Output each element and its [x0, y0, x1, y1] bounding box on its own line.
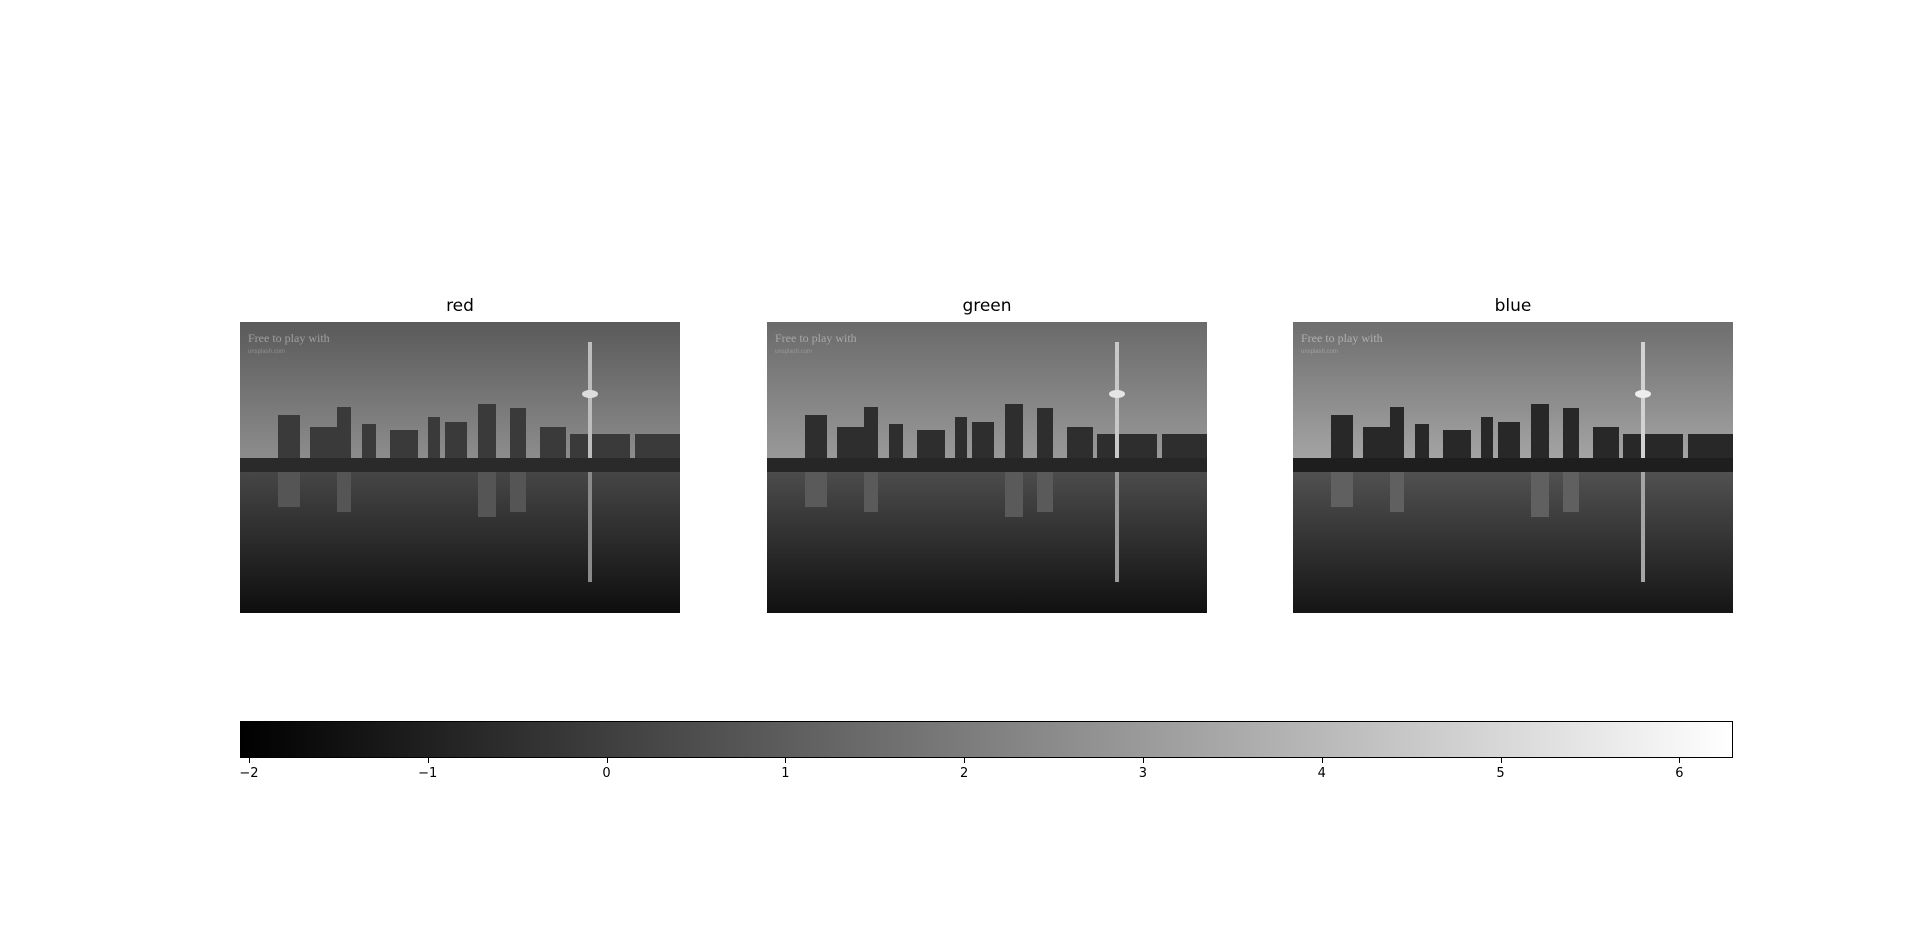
- colorbar-tick: [1321, 758, 1323, 763]
- colorbar-tick: [1142, 758, 1144, 763]
- colorbar-tick-label: 5: [1496, 766, 1505, 781]
- colorbar-tick: [1500, 758, 1502, 763]
- svg-text:unsplash.com: unsplash.com: [1301, 349, 1338, 355]
- colorbar-tick-label: 2: [960, 766, 969, 781]
- colorbar-tick-label: 3: [1138, 766, 1148, 781]
- colorbar-tick-label: 0: [602, 766, 611, 781]
- colorbar-tick: [606, 758, 608, 763]
- colorbar-tick-label: −1: [418, 766, 438, 781]
- colorbar-tick-label: 6: [1675, 766, 1684, 781]
- colorbar-tick: [1679, 758, 1681, 763]
- panel-title-blue: blue: [1494, 296, 1532, 316]
- watermark-text-red: Free to play with: [248, 331, 330, 345]
- skyline-image-green: Free to play with unsplash.com: [767, 322, 1207, 613]
- image-panel-red: Free to play with unsplash.com: [240, 322, 680, 613]
- image-panel-blue: Free to play with unsplash.com: [1293, 322, 1733, 613]
- colorbar-tick-label: 4: [1317, 766, 1326, 781]
- colorbar: [240, 721, 1733, 758]
- svg-text:unsplash.com: unsplash.com: [248, 349, 285, 355]
- colorbar-tick: [427, 758, 429, 763]
- colorbar-tick: [964, 758, 966, 763]
- image-panel-green: Free to play with unsplash.com: [767, 322, 1207, 613]
- colorbar-tick-label: 1: [781, 766, 790, 781]
- svg-text:unsplash.com: unsplash.com: [775, 349, 812, 355]
- colorbar-tick: [785, 758, 787, 763]
- panel-title-green: green: [962, 296, 1012, 316]
- watermark-text-green: Free to play with: [775, 331, 857, 345]
- panel-title-red: red: [446, 296, 474, 316]
- watermark-text-blue: Free to play with: [1301, 331, 1383, 345]
- colorbar-tick-label: −2: [239, 766, 259, 781]
- skyline-image-blue: Free to play with unsplash.com: [1293, 322, 1733, 613]
- colorbar-tick: [248, 758, 250, 763]
- skyline-image-red: Free to play with unsplash.com: [240, 322, 680, 613]
